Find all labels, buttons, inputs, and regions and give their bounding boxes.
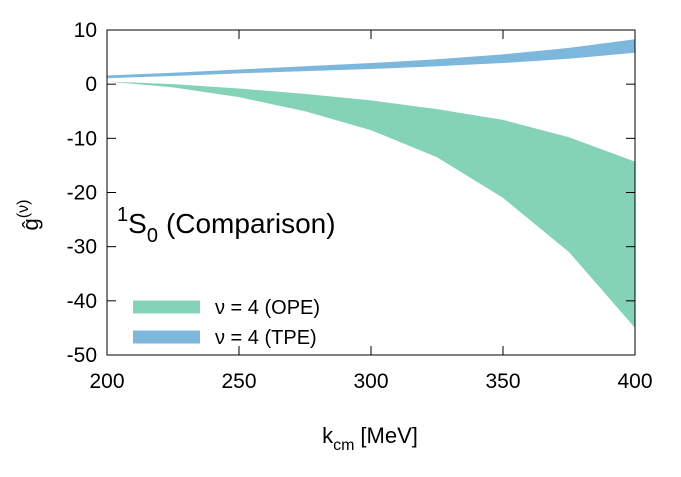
legend-label: ν = 4 (TPE) bbox=[215, 327, 317, 349]
band-area bbox=[107, 39, 635, 79]
band-area bbox=[107, 81, 635, 328]
annotation-rest: (Comparison) bbox=[166, 208, 336, 239]
y-tick-label: -30 bbox=[67, 236, 97, 259]
x-tick-label: 400 bbox=[617, 370, 652, 393]
legend-label: ν = 4 (OPE) bbox=[215, 297, 320, 319]
annotation: 1S0 (Comparison) bbox=[117, 204, 336, 247]
y-tick-label: -40 bbox=[67, 290, 97, 313]
x-tick-label: 250 bbox=[221, 370, 256, 393]
x-tick-label: 200 bbox=[89, 370, 124, 393]
x-label-rest: [MeV] bbox=[360, 423, 417, 448]
annotation-base: S bbox=[128, 208, 147, 239]
y-tick-label: -20 bbox=[67, 182, 97, 205]
x-label-sub: cm bbox=[333, 437, 354, 454]
annotation-sub: 0 bbox=[147, 225, 158, 247]
annotation-sup: 1 bbox=[117, 204, 128, 226]
x-label-base: k bbox=[322, 423, 334, 448]
y-axis-label: ĝ(ν) bbox=[15, 200, 43, 231]
y-label-sup: (ν) bbox=[15, 200, 32, 219]
x-tick-label: 300 bbox=[353, 370, 388, 393]
x-tick-label: 350 bbox=[485, 370, 520, 393]
y-tick-label: -50 bbox=[67, 344, 97, 367]
y-tick-label: -10 bbox=[67, 127, 97, 150]
y-tick-label: 0 bbox=[85, 73, 97, 96]
y-label-base: ĝ bbox=[18, 218, 43, 230]
y-tick-label: 10 bbox=[74, 19, 97, 42]
x-axis-label: kcm [MeV] bbox=[322, 423, 418, 454]
